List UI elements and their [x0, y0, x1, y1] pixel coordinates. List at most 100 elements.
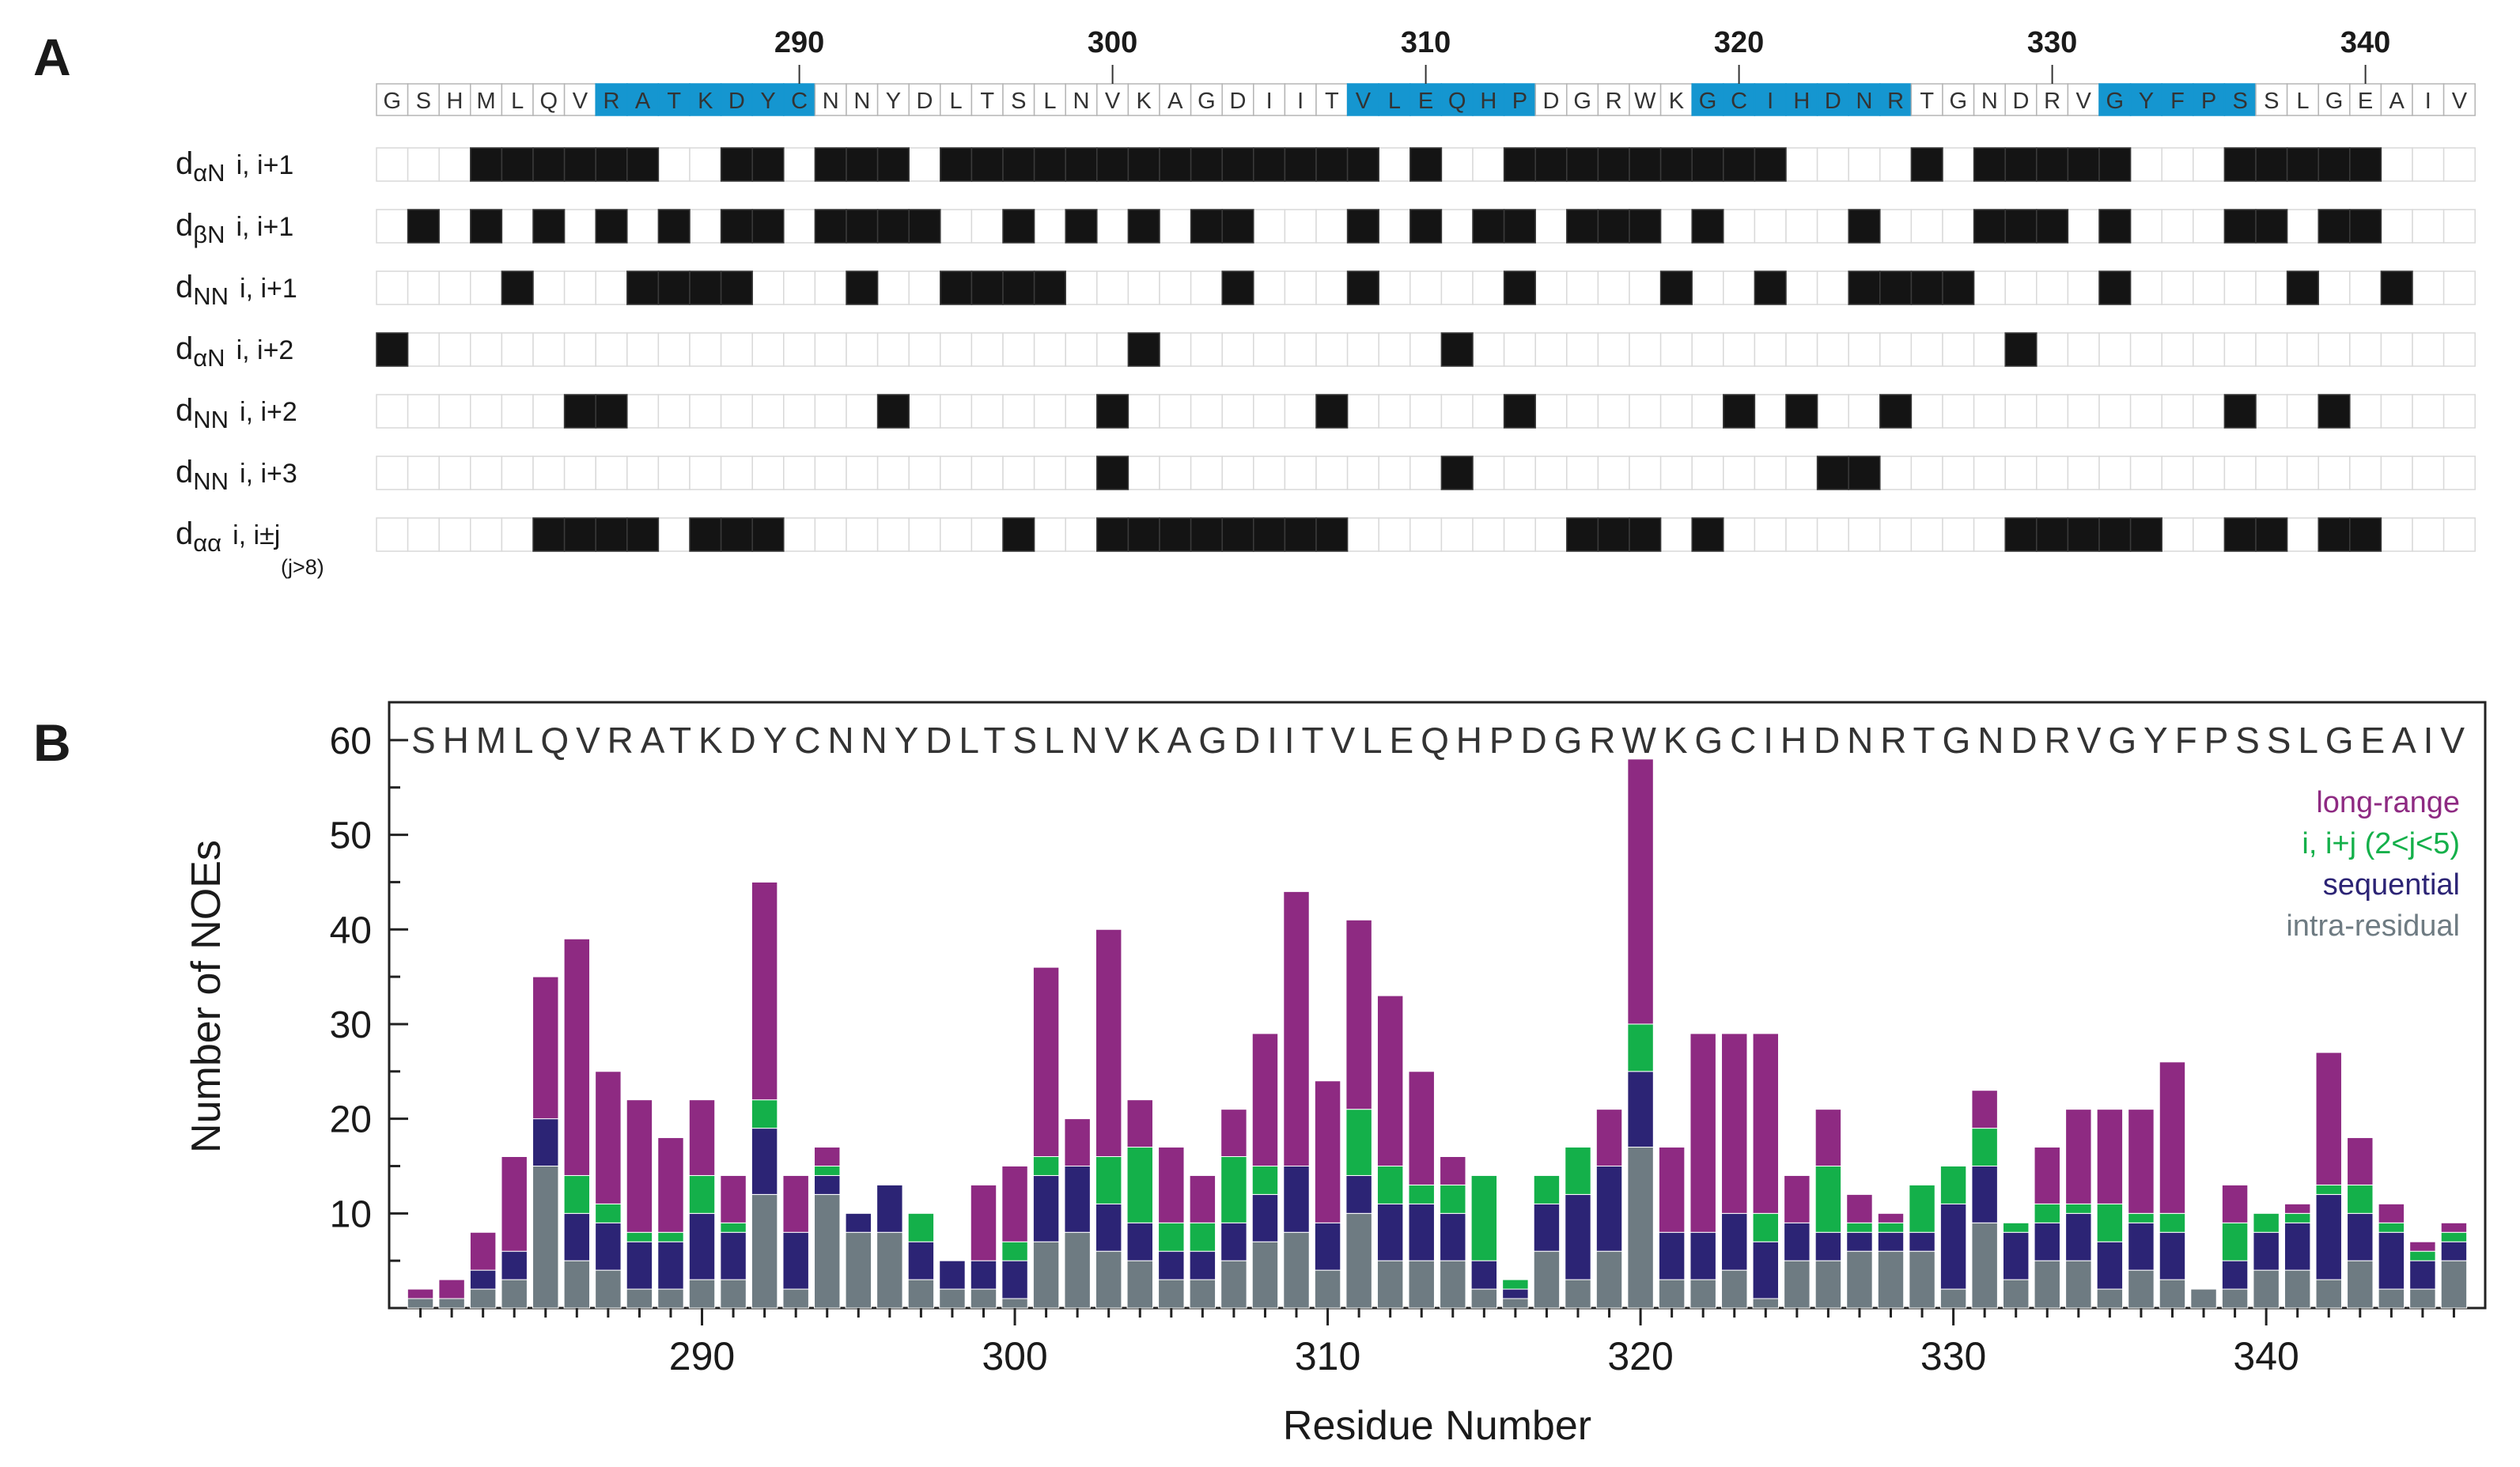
residue-tick-label: 340 — [2340, 26, 2390, 59]
filled-cell — [2318, 517, 2351, 552]
bar-segment — [1189, 1250, 1216, 1280]
sequence-letter: V — [573, 89, 588, 114]
filled-cell — [2004, 209, 2038, 244]
sequence-letter: R — [1887, 89, 1904, 114]
sequence-letter: T — [980, 89, 994, 114]
empty-cell — [470, 517, 503, 552]
bar-segment — [1939, 1288, 1967, 1309]
empty-cell — [876, 517, 910, 552]
filled-cell — [751, 147, 785, 182]
sequence-letter: T — [1920, 89, 1934, 114]
filled-cell — [626, 147, 660, 182]
empty-cell — [1159, 456, 1192, 490]
empty-cell — [532, 332, 566, 367]
filled-cell — [1002, 209, 1035, 244]
empty-cell — [470, 394, 503, 429]
empty-cell — [1785, 147, 1818, 182]
bar-segment — [2440, 1260, 2468, 1309]
bar-segment — [2096, 1203, 2124, 1242]
empty-cell — [1973, 456, 2006, 490]
sequence-cell — [2286, 83, 2319, 116]
empty-cell — [1378, 394, 1411, 429]
empty-cell — [2067, 394, 2100, 429]
empty-cell — [908, 270, 941, 305]
empty-cell — [2412, 209, 2445, 244]
empty-cell — [1816, 270, 1849, 305]
bar-segment — [1814, 1165, 1842, 1233]
empty-cell — [2286, 517, 2319, 552]
bar-segment — [1533, 1203, 1561, 1252]
empty-cell — [1534, 456, 1568, 490]
empty-cell — [1659, 517, 1693, 552]
filled-cell — [940, 270, 973, 305]
empty-cell — [1503, 332, 1536, 367]
bar-segment — [2409, 1241, 2436, 1252]
bar-segment — [1158, 1147, 1185, 1223]
bar-segment — [1345, 1212, 1372, 1309]
filled-cell — [846, 209, 879, 244]
noe-row: dNN i, i+2 — [176, 393, 2476, 433]
filled-cell — [1346, 147, 1379, 182]
empty-cell — [1409, 517, 1443, 552]
empty-cell — [1942, 332, 1975, 367]
filled-cell — [1785, 394, 1818, 429]
empty-cell — [438, 456, 471, 490]
bar-segment — [814, 1165, 841, 1176]
empty-cell — [2193, 394, 2226, 429]
empty-cell — [1503, 517, 1536, 552]
bar-segment — [720, 1231, 747, 1280]
empty-cell — [376, 456, 409, 490]
empty-cell — [846, 332, 879, 367]
bar-segment — [1345, 1109, 1372, 1176]
empty-cell — [1910, 209, 1943, 244]
empty-cell — [940, 332, 973, 367]
filled-cell — [532, 209, 566, 244]
bar-segment — [1689, 1033, 1716, 1233]
sequence-letter: V — [1105, 89, 1121, 114]
filled-cell — [2098, 147, 2132, 182]
bar-segment — [1376, 1203, 1404, 1261]
bar-segment — [2128, 1269, 2155, 1309]
bar-segment — [1345, 919, 1372, 1110]
bar-segment — [814, 1147, 841, 1166]
filled-cell — [1659, 270, 1693, 305]
empty-cell — [1848, 517, 1881, 552]
filled-cell — [1503, 209, 1536, 244]
filled-cell — [1096, 517, 1129, 552]
filled-cell — [1503, 147, 1536, 182]
bar-segment — [939, 1260, 966, 1290]
empty-cell — [532, 270, 566, 305]
bar-segment — [1095, 1203, 1122, 1252]
bar-segment — [1533, 1250, 1561, 1309]
empty-cell — [1942, 209, 1975, 244]
empty-cell — [814, 456, 847, 490]
empty-cell — [751, 332, 785, 367]
sequence-cell — [2223, 83, 2257, 116]
filled-cell — [2036, 209, 2069, 244]
bar-segment — [1595, 1165, 1623, 1252]
empty-cell — [1534, 517, 1568, 552]
bar-segment — [1314, 1222, 1341, 1271]
bar-segment — [595, 1222, 622, 1271]
empty-cell — [2161, 209, 2194, 244]
empty-cell — [2161, 394, 2194, 429]
sequence-letter: Y — [2139, 89, 2154, 114]
empty-cell — [1754, 394, 1787, 429]
empty-cell — [595, 270, 628, 305]
empty-cell — [2004, 394, 2038, 429]
filled-cell — [1597, 147, 1630, 182]
empty-cell — [1284, 270, 1317, 305]
bar-segment — [970, 1184, 997, 1261]
bar-segment — [1658, 1147, 1686, 1233]
empty-cell — [2129, 209, 2162, 244]
row-label: dNN i, i+2 — [176, 393, 297, 433]
filled-cell — [1284, 147, 1317, 182]
row-label: dβN i, i+1 — [176, 208, 293, 248]
empty-cell — [1284, 394, 1317, 429]
sequence-cell — [595, 83, 628, 116]
bar-segment — [1502, 1279, 1529, 1290]
bar-segment — [1314, 1080, 1341, 1223]
filled-cell — [1346, 209, 1379, 244]
sequence-cell — [940, 83, 973, 116]
